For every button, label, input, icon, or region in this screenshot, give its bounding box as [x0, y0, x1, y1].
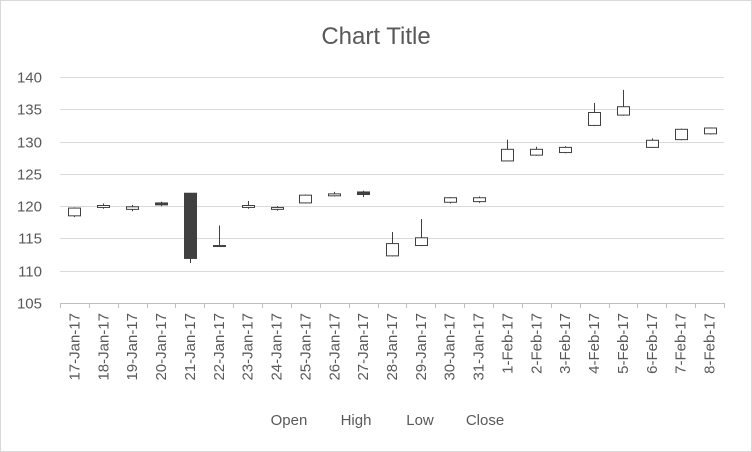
candle-body	[646, 139, 659, 148]
candle-body	[444, 197, 457, 203]
x-tick-label: 8-Feb-17	[702, 313, 719, 374]
candle-body	[97, 204, 110, 208]
chart-title: Chart Title	[321, 23, 430, 50]
candle-body	[271, 206, 284, 210]
y-tick-label: 120	[17, 199, 42, 216]
y-tick-label: 105	[17, 296, 42, 313]
candle-body	[675, 128, 688, 141]
candle-body	[386, 243, 399, 257]
x-tick-label: 31-Jan-17	[471, 313, 488, 381]
x-tick-label: 1-Feb-17	[499, 313, 516, 374]
candle-body	[530, 148, 543, 156]
x-tick-label: 28-Jan-17	[384, 313, 401, 381]
legend: Open High Low Close	[271, 412, 505, 429]
candle-body	[415, 237, 428, 247]
x-tick-label: 3-Feb-17	[557, 313, 574, 374]
y-tick-label: 125	[17, 167, 42, 184]
candle-body	[184, 192, 197, 259]
x-tick-label: 29-Jan-17	[413, 313, 430, 381]
y-tick-label: 130	[17, 135, 42, 152]
grid-layer	[60, 77, 725, 308]
candle-body	[357, 191, 370, 196]
x-tick-label: 19-Jan-17	[124, 313, 141, 381]
candle-body	[501, 148, 514, 162]
candle-body	[126, 206, 139, 210]
candle-body	[155, 202, 168, 206]
candle-body	[588, 112, 601, 126]
y-tick-label: 135	[17, 102, 42, 119]
candle-body	[617, 106, 630, 116]
x-tick-labels: 17-Jan-17 18-Jan-17 19-Jan-17 20-Jan-17 21-J…	[66, 313, 718, 381]
y-tick-label: 115	[18, 231, 42, 248]
y-tick-labels: 105 110 115 120 125 130 135 140	[17, 70, 42, 313]
x-tick-label: 30-Jan-17	[442, 313, 459, 381]
y-tick-label: 110	[18, 264, 42, 281]
candle-body	[213, 245, 226, 248]
x-tick-label: 27-Jan-17	[355, 313, 372, 381]
candle-body	[704, 127, 717, 135]
x-tick-label: 26-Jan-17	[326, 313, 343, 381]
candle-body	[68, 207, 81, 217]
x-tick-label: 21-Jan-17	[182, 313, 199, 381]
legend-entry: Open	[271, 412, 308, 429]
candle-body	[299, 194, 312, 204]
candle-body	[559, 146, 572, 154]
x-tick-label: 25-Jan-17	[297, 313, 314, 381]
x-tick-label: 7-Feb-17	[673, 313, 690, 374]
y-tick-label: 140	[17, 70, 42, 87]
legend-entry: Close	[466, 412, 504, 429]
x-tick-label: 17-Jan-17	[66, 313, 83, 381]
legend-entry: High	[341, 412, 372, 429]
x-tick-label: 4-Feb-17	[586, 313, 603, 374]
candles	[68, 89, 717, 263]
candle-body	[328, 193, 341, 197]
x-tick-label: 24-Jan-17	[269, 313, 286, 381]
x-tick-label: 2-Feb-17	[528, 313, 545, 374]
x-tick-label: 23-Jan-17	[240, 313, 257, 381]
candle-body	[473, 197, 486, 203]
candle-body	[242, 204, 255, 208]
x-tick-label: 20-Jan-17	[153, 313, 170, 381]
x-tick-label: 18-Jan-17	[95, 313, 112, 381]
x-tick-label: 6-Feb-17	[644, 313, 661, 374]
x-tick-label: 22-Jan-17	[211, 313, 228, 381]
legend-entry: Low	[406, 412, 434, 429]
x-tick-label: 5-Feb-17	[615, 313, 632, 374]
